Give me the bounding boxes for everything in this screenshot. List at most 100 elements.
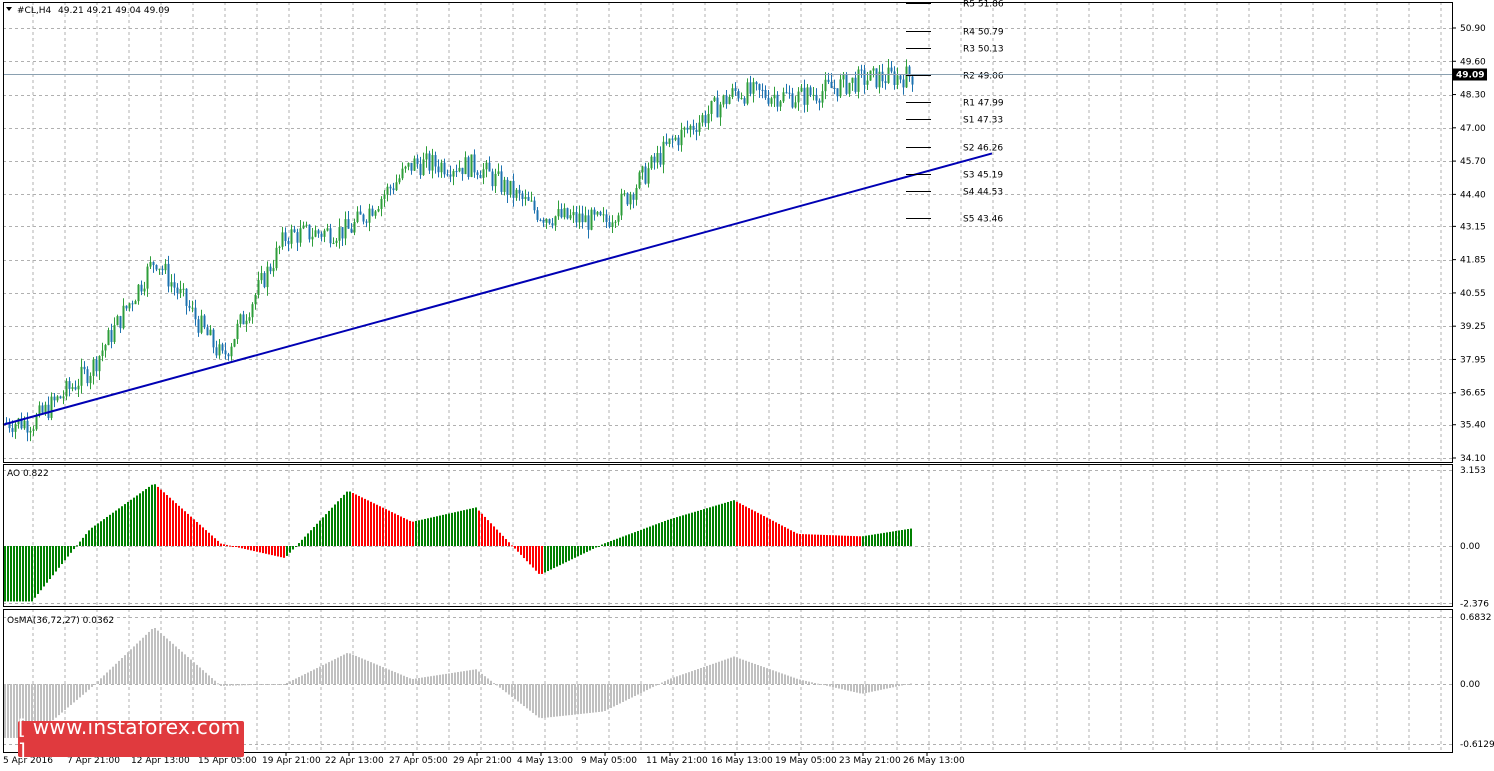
ao-bar	[883, 532, 885, 546]
osma-bar	[34, 684, 36, 736]
ao-bar	[496, 529, 498, 546]
osma-bar	[268, 684, 270, 685]
osma-bar	[655, 684, 657, 686]
candle-body	[428, 153, 431, 171]
osma-bar	[721, 660, 723, 684]
candle-body	[155, 265, 158, 270]
ao-bar	[910, 528, 912, 546]
ao-bar	[244, 546, 246, 550]
ao-bar	[490, 523, 492, 546]
ao-bar	[238, 546, 240, 548]
candle-body	[626, 193, 629, 205]
osma-bar	[217, 683, 219, 685]
price-tick-label: 50.90	[1460, 24, 1486, 34]
osma-bar	[637, 684, 639, 695]
osma-bar	[586, 684, 588, 714]
ao-bar	[52, 546, 54, 576]
osma-bar	[277, 684, 279, 685]
candle-body	[905, 66, 908, 88]
candle-body	[113, 325, 116, 342]
osma-bar	[751, 662, 753, 684]
candle-body	[86, 369, 89, 384]
ao-bar	[547, 546, 549, 572]
osma-bar	[646, 684, 648, 691]
ao-bar	[250, 546, 252, 551]
candle-body	[71, 387, 74, 389]
candle-body	[539, 219, 542, 221]
ao-bar	[841, 535, 843, 546]
ao-bar	[859, 536, 861, 546]
ao-bar	[214, 538, 216, 546]
osma-bar	[211, 678, 213, 684]
osma-bar	[55, 684, 57, 718]
candle-body	[545, 219, 548, 223]
osma-bar	[46, 684, 48, 726]
candle-body	[11, 428, 14, 432]
candle-body	[725, 95, 728, 104]
osma-bar	[172, 643, 174, 684]
candle-body	[5, 422, 8, 424]
ao-bar	[511, 545, 513, 547]
candle-body	[806, 87, 809, 105]
ao-bar	[391, 512, 393, 546]
osma-bar	[763, 667, 765, 684]
ao-bar	[31, 546, 33, 602]
osma-bar	[757, 664, 759, 684]
ao-bar	[370, 501, 372, 546]
ao-bar	[559, 546, 561, 566]
candle-body	[773, 94, 776, 99]
ao-bar	[301, 539, 303, 546]
ao-bar	[427, 518, 429, 546]
candle-body	[647, 168, 650, 184]
ao-bar	[388, 510, 390, 546]
osma-bar	[517, 684, 519, 702]
osma-bar	[220, 684, 222, 686]
candle-body	[23, 420, 26, 429]
ao-bar	[616, 538, 618, 546]
chart-menu-triangle-icon[interactable]	[6, 7, 12, 11]
pivot-label: S5 43.46	[963, 215, 1003, 225]
ao-bar	[58, 546, 60, 568]
osma-bar	[649, 684, 651, 689]
osma-bar	[451, 672, 453, 684]
price-tick-label: 36.65	[1460, 389, 1486, 399]
osma-bar	[835, 684, 837, 688]
ao-bar	[49, 546, 51, 579]
candle-body	[557, 209, 560, 217]
candle-body	[899, 75, 902, 80]
osma-bar	[226, 684, 228, 686]
osma-bar	[439, 674, 441, 684]
osma-bar	[463, 671, 465, 684]
osma-bar	[208, 675, 210, 684]
osma-bar	[229, 684, 231, 686]
ao-bar	[715, 505, 717, 546]
ao-bar	[889, 531, 891, 546]
osma-bar	[223, 684, 225, 686]
candle-body	[722, 95, 725, 105]
trendline	[2, 152, 993, 426]
candle-body	[95, 359, 98, 372]
osma-bar	[811, 682, 813, 684]
candle-body	[173, 282, 176, 288]
ao-bar	[844, 535, 846, 546]
osma-bar	[328, 662, 330, 684]
candle-body	[836, 88, 839, 97]
pivot-label: R1 47.99	[963, 99, 1004, 109]
ao-indicator-panel	[4, 484, 912, 602]
osma-bar	[895, 684, 897, 687]
candle-body	[815, 94, 818, 101]
osma-bar	[70, 684, 72, 705]
osma-bar	[28, 684, 30, 738]
candle-body	[134, 301, 137, 305]
ao-bar	[175, 503, 177, 546]
price-tick-label: 44.40	[1460, 190, 1486, 200]
candle-body	[41, 405, 44, 413]
osma-bar	[346, 653, 348, 684]
panel-frame	[3, 464, 1453, 607]
ao-bar	[211, 535, 213, 546]
ao-tick-label: 3.153	[1460, 466, 1486, 476]
osma-bar	[508, 684, 510, 695]
ao-bar	[541, 546, 543, 574]
ao-bar	[643, 528, 645, 546]
candle-body	[731, 88, 734, 97]
